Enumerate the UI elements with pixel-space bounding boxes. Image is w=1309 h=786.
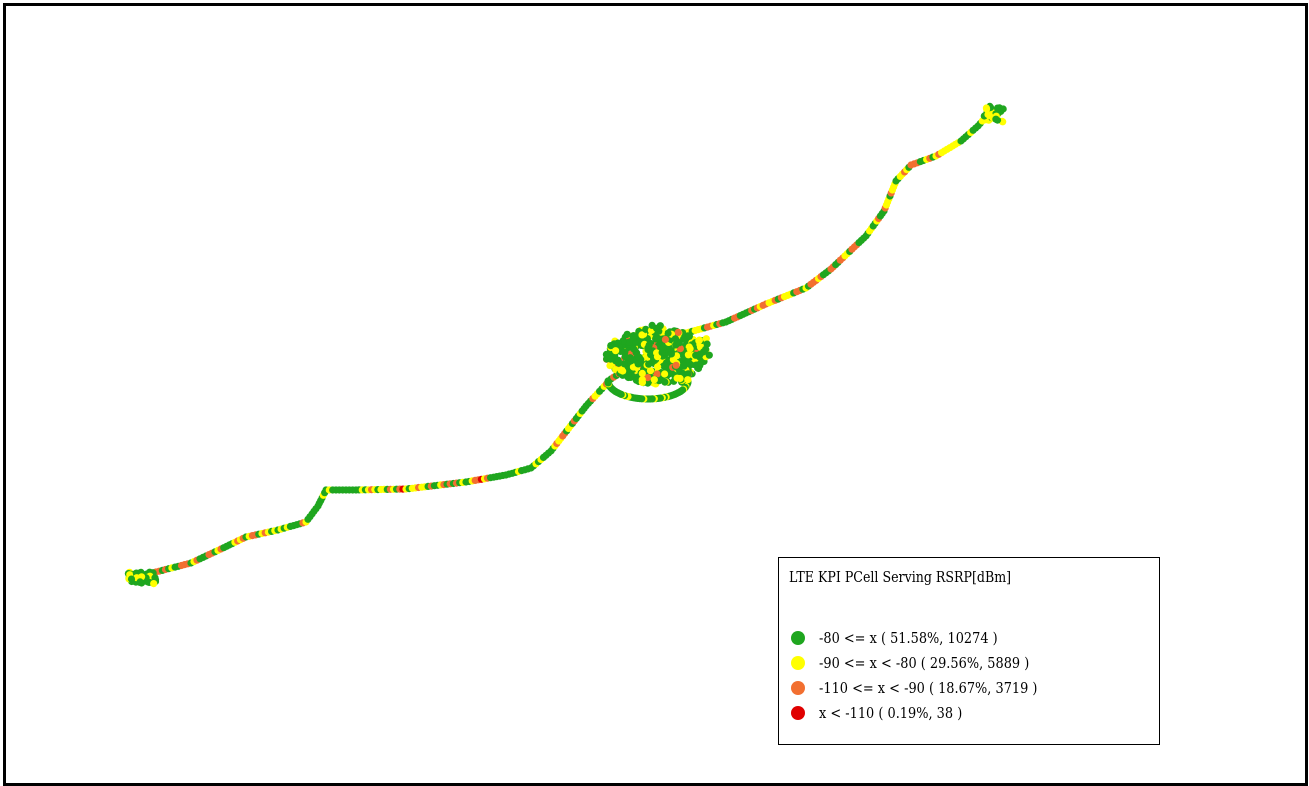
green-dot-icon xyxy=(791,631,805,645)
measurement-point xyxy=(150,580,158,588)
measurement-point xyxy=(653,370,661,378)
red-dot-icon xyxy=(791,706,805,720)
legend-item-label: x < -110 ( 0.19%, 38 ) xyxy=(819,704,963,722)
measurement-point xyxy=(646,367,655,375)
measurement-point xyxy=(645,341,653,349)
measurement-point xyxy=(695,336,704,344)
measurement-point xyxy=(644,374,652,382)
measurement-point xyxy=(685,332,694,340)
measurement-point xyxy=(642,325,650,333)
legend-item-fair: -110 <= x < -90 ( 18.67%, 3719 ) xyxy=(791,677,1073,699)
measurement-point xyxy=(696,350,704,358)
drive-test-map: LTE KPI PCell Serving RSRP[dBm] -80 <= x… xyxy=(3,3,1308,786)
legend-item-strong: -80 <= x ( 51.58%, 10274 ) xyxy=(791,627,1027,649)
map-legend: LTE KPI PCell Serving RSRP[dBm] -80 <= x… xyxy=(778,557,1160,745)
legend-item-label: -80 <= x ( 51.58%, 10274 ) xyxy=(819,629,998,647)
legend-title: LTE KPI PCell Serving RSRP[dBm] xyxy=(789,568,1012,586)
measurement-point xyxy=(705,351,713,359)
yellow-dot-icon xyxy=(791,656,805,670)
drive-route-plot xyxy=(124,102,1007,588)
measurement-point xyxy=(638,378,647,387)
measurement-point xyxy=(684,351,693,359)
measurement-point xyxy=(667,350,676,358)
measurement-point xyxy=(626,354,634,362)
measurement-point xyxy=(630,345,638,353)
measurement-point xyxy=(619,337,627,345)
measurement-point xyxy=(702,335,710,343)
measurement-point xyxy=(606,362,614,370)
measurement-point xyxy=(676,374,684,383)
measurement-point xyxy=(638,331,646,339)
measurement-point xyxy=(672,361,680,369)
legend-item-label: -90 <= x < -80 ( 29.56%, 5889 ) xyxy=(819,654,1030,672)
legend-item-label: -110 <= x < -90 ( 18.67%, 3719 ) xyxy=(819,679,1038,697)
measurement-point xyxy=(992,115,1000,123)
measurement-point xyxy=(650,376,658,384)
measurement-point xyxy=(985,112,994,120)
measurement-point xyxy=(661,378,669,386)
measurement-point xyxy=(999,105,1007,113)
measurement-point xyxy=(661,335,670,344)
measurement-point xyxy=(625,338,633,346)
measurement-point xyxy=(697,359,705,367)
measurement-point xyxy=(661,370,669,378)
measurement-point xyxy=(661,361,669,369)
measurement-point xyxy=(644,379,652,387)
measurement-point xyxy=(669,356,678,364)
measurement-point xyxy=(623,330,631,338)
measurement-point xyxy=(602,350,611,358)
measurement-point xyxy=(620,360,628,368)
legend-item-good: -90 <= x < -80 ( 29.56%, 5889 ) xyxy=(791,652,1063,674)
measurement-point xyxy=(630,332,638,340)
measurement-point xyxy=(658,348,666,357)
measurement-point xyxy=(671,335,680,343)
measurement-point xyxy=(127,575,136,583)
measurement-point xyxy=(654,363,662,371)
measurement-point xyxy=(151,574,159,582)
measurement-point xyxy=(136,578,144,586)
measurement-point xyxy=(648,321,656,329)
measurement-point xyxy=(993,104,1002,112)
measurement-point xyxy=(664,329,672,337)
measurement-point xyxy=(684,376,692,384)
measurement-point xyxy=(638,369,646,377)
measurement-point xyxy=(612,347,620,355)
measurement-point xyxy=(645,360,653,368)
measurement-point xyxy=(654,335,662,343)
measurement-point xyxy=(604,377,612,385)
measurement-point xyxy=(653,353,662,361)
measurement-point xyxy=(635,353,643,361)
orange-dot-icon xyxy=(791,681,805,695)
measurement-point xyxy=(982,104,991,112)
measurement-point xyxy=(634,360,642,368)
measurement-point xyxy=(614,358,622,366)
measurement-point xyxy=(624,371,633,379)
measurement-point xyxy=(702,345,710,353)
measurement-point xyxy=(617,366,625,374)
legend-item-poor: x < -110 ( 0.19%, 38 ) xyxy=(791,702,986,724)
measurement-point xyxy=(686,345,694,353)
measurement-point xyxy=(674,328,682,336)
